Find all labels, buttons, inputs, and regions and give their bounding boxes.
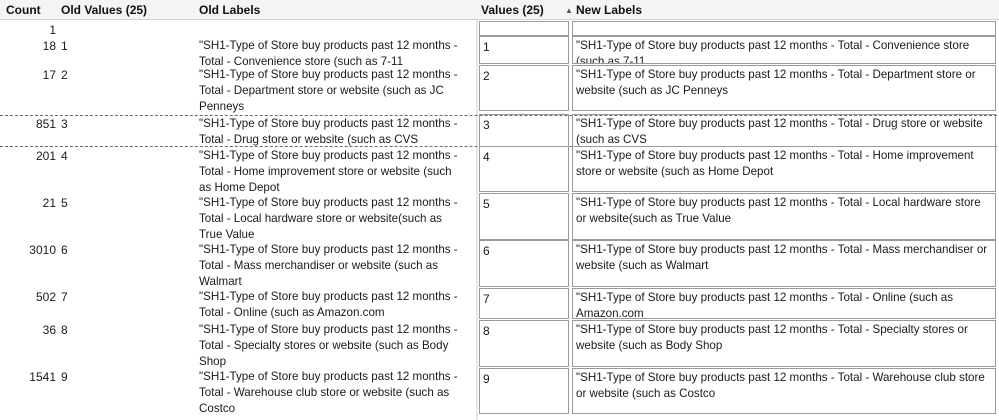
count-cell: 1	[49, 23, 56, 37]
new-label-field[interactable]: "SH1-Type of Store buy products past 12 …	[572, 288, 996, 319]
count-cell: 3010	[29, 243, 56, 257]
new-label-field[interactable]: "SH1-Type of Store buy products past 12 …	[572, 368, 996, 414]
old-value-cell: 3	[61, 117, 68, 131]
old-label-cell: "SH1-Type of Store buy products past 12 …	[199, 323, 458, 368]
old-value-cell: 2	[61, 68, 68, 82]
old-value-cell: 8	[61, 323, 68, 337]
value-field[interactable]: 6	[479, 240, 569, 287]
new-label-field[interactable]	[572, 21, 996, 36]
old-values-pane	[0, 0, 478, 420]
old-label-cell: "SH1-Type of Store buy products past 12 …	[199, 117, 458, 146]
value-field[interactable]: 9	[479, 368, 569, 414]
old-label-cell: "SH1-Type of Store buy products past 12 …	[199, 68, 458, 113]
old-label-cell: "SH1-Type of Store buy products past 12 …	[199, 290, 458, 319]
values-column-header[interactable]: Values (25)	[481, 3, 544, 17]
old-label-cell: "SH1-Type of Store buy products past 12 …	[199, 149, 458, 194]
value-field[interactable]: 8	[479, 320, 569, 367]
old-labels-column-header[interactable]: Old Labels	[199, 3, 261, 17]
old-values-column-header[interactable]: Old Values (25)	[61, 3, 148, 17]
old-label-cell: "SH1-Type of Store buy products past 12 …	[199, 243, 458, 288]
new-label-field[interactable]: "SH1-Type of Store buy products past 12 …	[572, 320, 996, 367]
old-value-cell: 4	[61, 149, 68, 163]
left-header-bar	[0, 0, 478, 20]
count-cell: 21	[42, 196, 56, 210]
new-label-field[interactable]: "SH1-Type of Store buy products past 12 …	[572, 65, 996, 111]
count-cell: 18	[42, 39, 56, 53]
value-field[interactable]: 1	[479, 36, 569, 64]
old-value-cell: 6	[61, 243, 68, 257]
old-value-cell: 5	[61, 196, 68, 210]
count-cell: 1541	[29, 370, 56, 384]
new-label-field[interactable]: "SH1-Type of Store buy products past 12 …	[572, 114, 996, 147]
new-label-field[interactable]: "SH1-Type of Store buy products past 12 …	[572, 146, 996, 192]
old-label-cell: "SH1-Type of Store buy products past 12 …	[199, 196, 458, 241]
value-field[interactable]	[479, 21, 569, 36]
new-label-field[interactable]: "SH1-Type of Store buy products past 12 …	[572, 193, 996, 240]
value-field[interactable]: 4	[479, 146, 569, 192]
count-cell: 851	[35, 117, 56, 131]
count-column-header[interactable]: Count	[6, 3, 41, 17]
right-header-bar	[478, 0, 999, 20]
new-label-field[interactable]: "SH1-Type of Store buy products past 12 …	[572, 36, 996, 64]
old-label-cell: "SH1-Type of Store buy products past 12 …	[199, 39, 458, 68]
old-value-cell: 1	[61, 39, 68, 53]
old-label-cell: "SH1-Type of Store buy products past 12 …	[199, 370, 458, 415]
old-value-cell: 7	[61, 290, 68, 304]
new-label-field[interactable]: "SH1-Type of Store buy products past 12 …	[572, 240, 996, 287]
value-field[interactable]: 2	[479, 65, 569, 111]
old-value-cell: 9	[61, 370, 68, 384]
value-field[interactable]: 7	[479, 288, 569, 319]
sort-icon[interactable]: ▲	[565, 5, 573, 15]
new-labels-column-header[interactable]: New Labels	[576, 3, 643, 17]
count-cell: 502	[35, 290, 56, 304]
count-cell: 36	[42, 323, 56, 337]
value-field[interactable]: 5	[479, 193, 569, 240]
count-cell: 17	[42, 68, 56, 82]
count-cell: 201	[35, 149, 56, 163]
value-field[interactable]: 3	[479, 114, 569, 147]
pane-splitter[interactable]	[476, 0, 478, 420]
